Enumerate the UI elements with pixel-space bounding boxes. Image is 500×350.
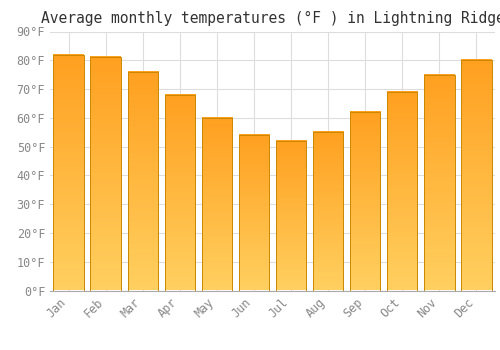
Bar [202, 118, 232, 290]
Bar [313, 132, 344, 290]
Bar [54, 55, 84, 290]
Bar [239, 135, 269, 290]
Bar [90, 57, 121, 290]
Title: Average monthly temperatures (°F ) in Lightning Ridge: Average monthly temperatures (°F ) in Li… [40, 11, 500, 26]
Bar [350, 112, 380, 290]
Bar [164, 95, 195, 290]
Bar [462, 60, 492, 290]
Bar [424, 75, 454, 290]
Bar [387, 92, 418, 290]
Bar [276, 141, 306, 290]
Bar [128, 72, 158, 290]
